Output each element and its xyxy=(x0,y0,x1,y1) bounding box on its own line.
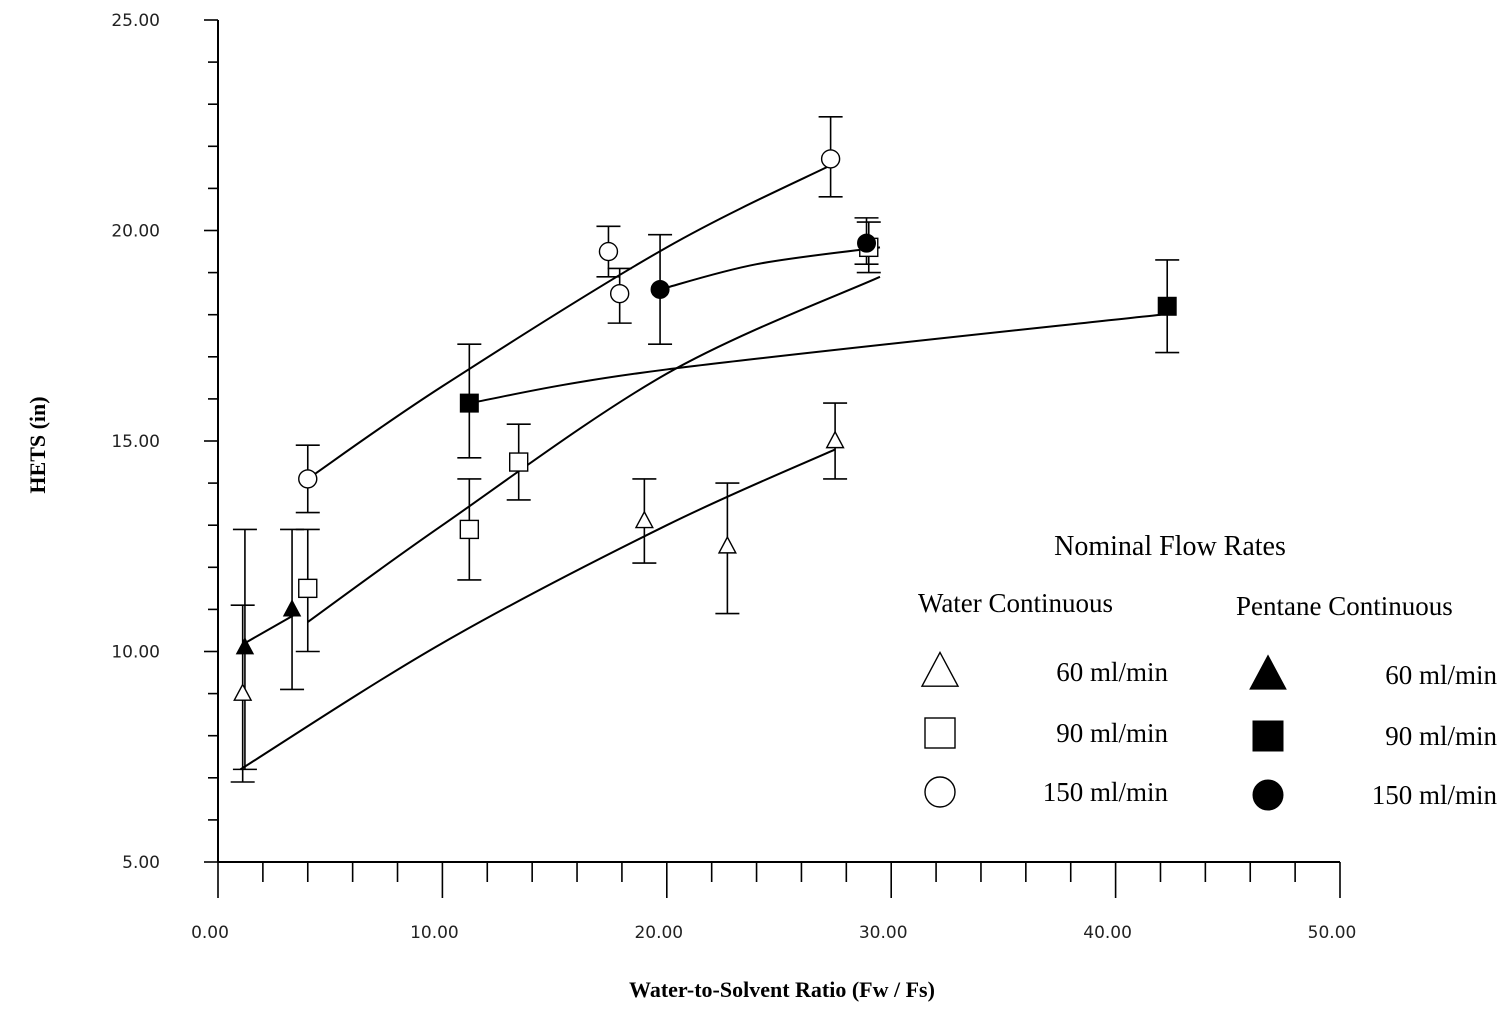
open-triangle-marker xyxy=(634,510,654,529)
fit-line-filled-triangle xyxy=(244,612,298,644)
legend-label: 150 ml/min xyxy=(1372,780,1498,810)
legend-label: 60 ml/min xyxy=(1385,660,1497,690)
open-triangle-marker xyxy=(920,650,960,687)
fit-line-open-square xyxy=(307,275,881,623)
y-tick-label: 15.00 xyxy=(111,432,160,452)
legend-entries: 60 ml/min 90 ml/min 150 ml/min 60 ml/min 90 … xyxy=(920,650,1498,811)
legend-group-water: Water Continuous xyxy=(918,588,1113,618)
y-tick-label: 5.00 xyxy=(122,853,160,873)
filled-square-marker xyxy=(1157,296,1177,316)
y-axis-title: HETS (in) xyxy=(25,396,50,493)
fit-line-open-triangle xyxy=(239,448,836,771)
filled-triangle-marker xyxy=(282,599,302,617)
open-triangle-marker xyxy=(825,430,845,449)
open-circle-marker xyxy=(598,241,619,262)
x-axis-title: Water-to-Solvent Ratio (Fw / Fs) xyxy=(629,977,935,1002)
open-circle-marker xyxy=(298,469,318,489)
filled-triangle-marker xyxy=(1249,654,1287,690)
filled-square-marker xyxy=(1252,720,1284,752)
fit-line-open-circle xyxy=(307,162,836,480)
x-tick-label: 10.00 xyxy=(410,923,459,943)
open-triangle-marker xyxy=(717,535,737,554)
filled-circle-marker xyxy=(857,233,877,253)
x-tick-label: 40.00 xyxy=(1083,923,1132,943)
axes-layer: 5.00 10.00 15.00 20.00 25.00 0.00 10.00 20.00 30… xyxy=(111,11,1356,943)
error-bars-layer xyxy=(230,116,1180,783)
fit-lines-layer xyxy=(239,162,1161,771)
open-square-marker xyxy=(459,519,480,540)
y-tick-label: 20.00 xyxy=(111,222,160,242)
filled-circle-marker xyxy=(1252,779,1284,811)
legend-label: 150 ml/min xyxy=(1043,777,1169,807)
x-tick-label: 50.00 xyxy=(1308,923,1357,943)
markers-layer xyxy=(233,149,1177,701)
legend-label: 90 ml/min xyxy=(1056,718,1168,748)
open-circle-marker xyxy=(924,776,956,808)
x-tick-label: 0.00 xyxy=(191,923,229,943)
filled-square-marker xyxy=(459,393,479,413)
filled-circle-marker xyxy=(650,279,670,299)
x-tick-label: 30.00 xyxy=(859,923,908,943)
legend-label: 90 ml/min xyxy=(1385,721,1497,751)
fit-line-filled-circle xyxy=(659,246,881,291)
fit-line-filled-square xyxy=(469,313,1161,405)
open-triangle-marker xyxy=(233,683,253,701)
legend-group-pentane: Pentane Continuous xyxy=(1236,591,1453,621)
legend: Nominal Flow Rates Water Continuous Pent… xyxy=(918,531,1498,811)
x-tick-label: 20.00 xyxy=(634,923,683,943)
open-circle-marker xyxy=(820,149,841,169)
open-square-marker xyxy=(508,452,529,472)
open-circle-marker xyxy=(609,283,630,304)
y-tick-label: 25.00 xyxy=(111,11,160,31)
legend-title: Nominal Flow Rates xyxy=(1054,531,1286,562)
y-tick-label: 10.00 xyxy=(111,643,160,663)
open-square-marker xyxy=(298,578,318,599)
filled-triangle-marker xyxy=(235,637,255,655)
legend-label: 60 ml/min xyxy=(1056,657,1168,687)
open-square-marker xyxy=(924,717,956,749)
